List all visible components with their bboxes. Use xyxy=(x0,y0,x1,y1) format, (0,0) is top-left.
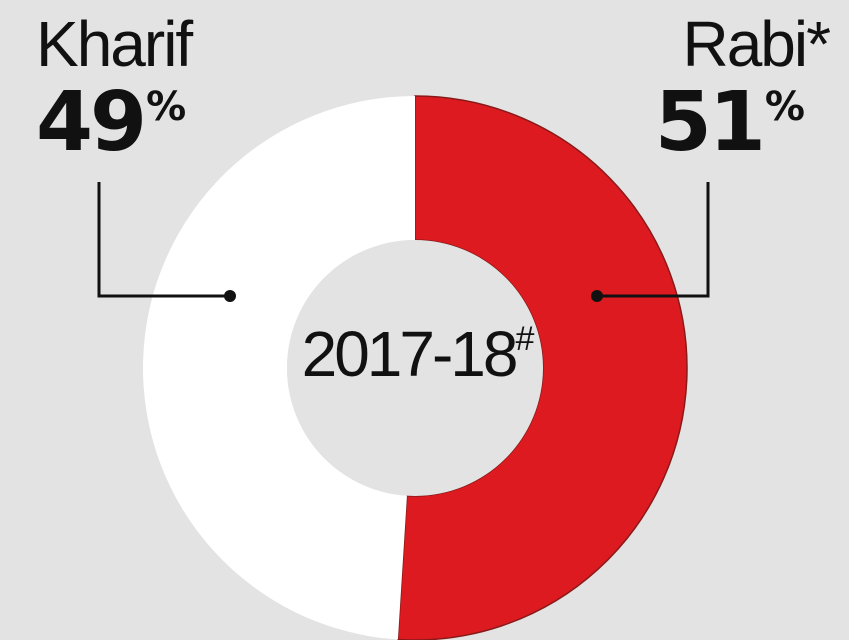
slice-value-kharif: 49% xyxy=(36,82,186,164)
slice-value-rabi: 51% xyxy=(655,82,805,164)
slice-label-kharif: Kharif xyxy=(36,8,193,80)
leader-line-kharif xyxy=(97,182,230,298)
percent-sign: % xyxy=(764,84,805,130)
center-year-text: 2017-18 xyxy=(301,318,519,390)
donut-slices xyxy=(143,95,688,640)
slice-label-rabi: Rabi* xyxy=(682,8,831,80)
slice-value-rabi-number: 51 xyxy=(654,75,766,170)
center-year-label: 2017-18# xyxy=(268,322,568,386)
leader-lines xyxy=(97,182,710,302)
donut-slice-rabi xyxy=(397,95,688,640)
leader-dot-rabi xyxy=(591,290,603,302)
leader-line-rabi xyxy=(597,182,710,298)
donut-hole xyxy=(287,240,543,496)
donut-slice-kharif xyxy=(143,96,415,640)
slice-value-kharif-number: 49 xyxy=(36,75,147,170)
center-year-marker: # xyxy=(515,320,535,358)
leader-dot-kharif xyxy=(224,290,236,302)
percent-sign: % xyxy=(146,84,187,130)
